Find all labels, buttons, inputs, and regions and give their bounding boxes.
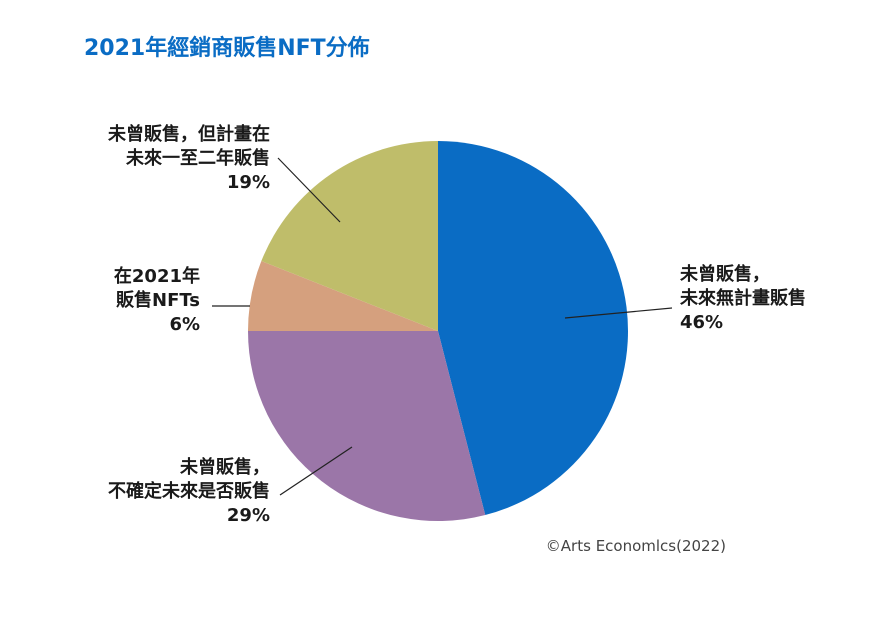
- slice-label-3: 未來一至二年販售: [126, 147, 270, 169]
- slice-label-1: 未曾販售，: [180, 456, 270, 478]
- slice-label-2: 販售NFTs: [116, 289, 200, 311]
- pie-slice-0: [438, 141, 629, 516]
- slice-label-2: 在2021年: [114, 265, 200, 287]
- leader-line-3: [277, 157, 341, 223]
- slice-percent-label-0: 46%: [680, 312, 723, 333]
- pie-slice-1: [248, 331, 486, 522]
- slice-label-0: 未來無計畫販售: [680, 287, 806, 309]
- pie-slice-2: [248, 261, 438, 331]
- slice-label-3: 未曾販售，但計畫在: [108, 123, 270, 145]
- slice-percent-label-3: 19%: [227, 172, 270, 193]
- slice-label-1: 不確定未來是否販售: [108, 480, 270, 502]
- source-credit: ©Arts Economlcs(2022): [545, 537, 726, 555]
- slice-percent-label-2: 6%: [169, 314, 200, 335]
- leader-line-1: [279, 446, 353, 496]
- chart-title: 2021年經銷商販售NFT分佈: [84, 36, 370, 61]
- slice-percent-label-1: 29%: [227, 505, 270, 526]
- leader-line-0: [564, 307, 673, 319]
- pie-slice-3: [261, 141, 438, 331]
- slice-label-0: 未曾販售，: [680, 263, 770, 285]
